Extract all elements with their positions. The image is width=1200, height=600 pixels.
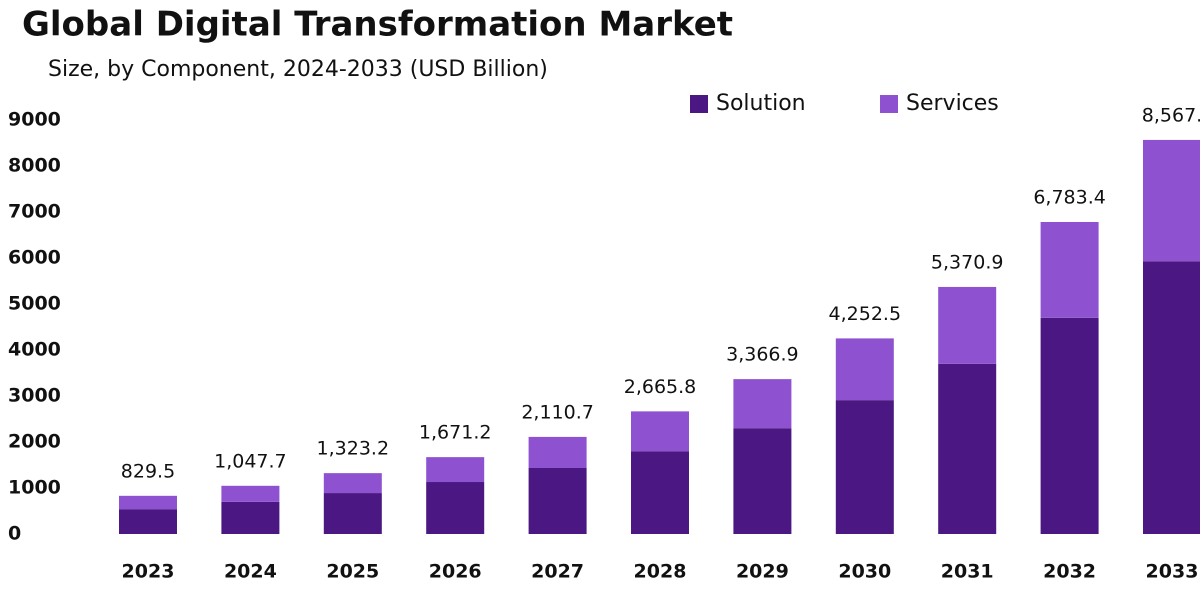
bar-segment (1040, 221, 1099, 318)
x-tick-label: 2031 (941, 561, 994, 583)
total-label: 1,671.2 (419, 422, 492, 444)
bar-segment (938, 363, 997, 534)
x-tick-label: 2030 (838, 561, 891, 583)
total-label: 6,783.4 (1033, 186, 1106, 208)
bar-segment (426, 457, 485, 483)
y-tick-label: 5000 (8, 293, 61, 315)
y-tick-label: 9000 (8, 109, 61, 131)
y-tick-label: 8000 (8, 155, 61, 177)
bar-segment (835, 338, 894, 401)
chart-subtitle: Size, by Component, 2024-2033 (USD Billi… (48, 57, 548, 82)
x-tick-label: 2029 (736, 561, 789, 583)
y-tick-label: 2000 (8, 431, 61, 453)
bar-segment (631, 451, 689, 534)
bar-segment (835, 400, 894, 534)
x-tick-label: 2033 (1146, 561, 1199, 583)
bar-segment (733, 379, 792, 429)
x-tick-label: 2026 (429, 561, 482, 583)
bar-segment (323, 493, 382, 534)
y-tick-label: 6000 (8, 247, 61, 269)
legend-label: Services (906, 91, 999, 116)
bar-segment (221, 501, 280, 534)
bar-segment (528, 467, 587, 534)
total-label: 1,323.2 (317, 438, 390, 460)
bar-segment (119, 495, 177, 510)
y-tick-label: 4000 (8, 339, 61, 361)
x-tick-label: 2023 (122, 561, 175, 583)
total-label: 2,665.8 (624, 376, 697, 398)
legend-label: Solution (716, 91, 806, 116)
x-tick-label: 2028 (634, 561, 687, 583)
bar-segment (938, 286, 997, 364)
total-label: 1,047.7 (214, 450, 287, 472)
bar-segment (426, 482, 485, 534)
x-tick-label: 2027 (531, 561, 584, 583)
x-tick-label: 2024 (224, 561, 277, 583)
total-label: 829.5 (121, 460, 175, 482)
y-tick-label: 3000 (8, 385, 61, 407)
legend-swatch (880, 95, 898, 113)
bar-segment (1040, 317, 1099, 534)
total-label: 4,252.5 (829, 303, 902, 325)
bar-segment (528, 436, 587, 468)
legend-swatch (690, 95, 708, 113)
chart-title: Global Digital Transformation Market (22, 5, 733, 45)
y-tick-label: 0 (8, 523, 21, 545)
bar-segment (119, 509, 177, 534)
total-label: 2,110.7 (521, 401, 594, 423)
bar-segment (631, 411, 689, 452)
y-tick-label: 7000 (8, 201, 61, 223)
total-label: 8,567. (1142, 104, 1200, 126)
bar-segment (1143, 139, 1200, 262)
bar-segment (1143, 261, 1200, 534)
bar-segment (221, 485, 280, 502)
bar-segment (323, 473, 382, 494)
y-tick-label: 1000 (8, 477, 61, 499)
x-tick-label: 2025 (326, 561, 379, 583)
total-label: 3,366.9 (726, 344, 799, 366)
bar-segment (733, 428, 792, 534)
total-label: 5,370.9 (931, 251, 1004, 273)
x-tick-label: 2032 (1043, 561, 1096, 583)
